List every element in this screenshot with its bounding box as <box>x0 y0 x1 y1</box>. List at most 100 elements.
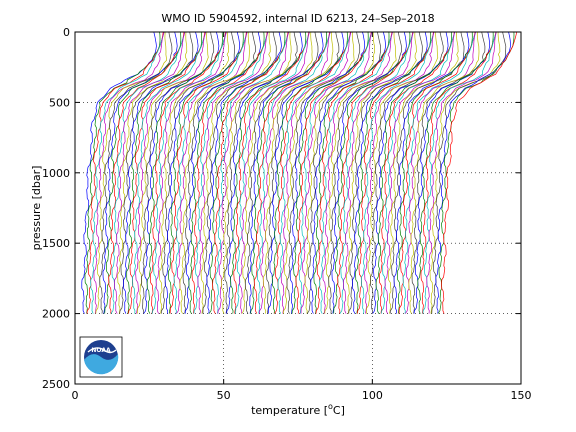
profile-line <box>93 31 165 314</box>
profile-line <box>274 31 351 314</box>
x-tick-label: 50 <box>217 389 231 402</box>
profile-line <box>271 31 348 314</box>
y-axis-title: pressure [dbar] <box>30 166 43 251</box>
profile-line <box>221 31 292 314</box>
profile-line <box>135 31 206 314</box>
profile-line <box>99 31 173 314</box>
profile-line <box>208 31 286 314</box>
profile-line <box>333 31 411 314</box>
profile-line <box>184 31 261 314</box>
profile-line <box>322 31 393 314</box>
profile-line <box>241 31 313 314</box>
x-tick-label: 0 <box>72 389 79 402</box>
profile-line <box>277 31 352 314</box>
profile-line <box>253 31 330 314</box>
profile-line <box>90 31 165 314</box>
profile-line <box>348 31 423 314</box>
profile-line <box>250 31 327 314</box>
profile-line <box>159 31 229 314</box>
profile-line <box>168 31 244 314</box>
profile-line <box>408 32 480 314</box>
profile-line <box>295 31 372 314</box>
profile-line <box>337 31 414 314</box>
profile-line <box>126 31 203 314</box>
profile-line <box>280 31 352 314</box>
chart-title: WMO ID 5904592, internal ID 6213, 24–Sep… <box>161 12 434 25</box>
x-tick-label: 100 <box>362 389 383 402</box>
profile-line <box>319 31 393 314</box>
profile-line <box>84 31 161 314</box>
profile-line <box>233 31 310 314</box>
profile-line <box>191 31 268 314</box>
profile-line <box>286 31 361 314</box>
profile-line <box>379 31 455 314</box>
profile-line <box>132 31 207 314</box>
y-tick-label: 1500 <box>42 237 70 250</box>
profile-line <box>200 31 271 314</box>
profiles <box>81 31 518 314</box>
profile-line <box>435 31 511 314</box>
profile-line <box>402 31 476 314</box>
y-tick-label: 2500 <box>42 378 70 391</box>
grid <box>75 32 521 384</box>
profile-line <box>114 31 186 314</box>
profile-line <box>310 31 386 314</box>
profile-line <box>262 31 334 314</box>
profile-line <box>230 31 307 314</box>
profile-line <box>173 31 248 314</box>
profile-line <box>123 31 199 314</box>
y-tick-label: 0 <box>63 26 70 39</box>
profile-line <box>169 31 247 314</box>
profile-line <box>179 31 250 314</box>
profile-line <box>143 31 220 314</box>
profile-line <box>152 31 227 314</box>
profile-line <box>375 31 452 314</box>
plot-background <box>75 32 521 384</box>
profile-line <box>331 31 407 314</box>
y-tick-label: 2000 <box>42 308 70 321</box>
profile-line <box>413 31 491 314</box>
profile-line <box>398 31 476 314</box>
profile-line <box>146 31 223 314</box>
profile-line <box>206 31 282 314</box>
profile-line <box>437 31 515 314</box>
profile-line <box>384 31 456 314</box>
profile-line <box>411 31 486 314</box>
profile-line <box>188 31 265 314</box>
svg-text:NOAA: NOAA <box>91 347 111 354</box>
profile-line <box>328 31 402 314</box>
profile-line <box>104 31 182 314</box>
profile-line <box>339 31 414 314</box>
profile-line <box>212 31 289 314</box>
x-axis-title: temperature [oC] <box>251 402 345 417</box>
profile-line <box>235 31 310 314</box>
profile-line <box>426 31 497 314</box>
profile-line <box>315 31 393 314</box>
profile-line <box>110 31 186 314</box>
profile-line <box>431 31 507 314</box>
plot-frame <box>74 31 522 385</box>
profile-line <box>370 31 444 314</box>
profile-line <box>441 31 518 314</box>
profile-line <box>164 31 241 314</box>
profile-line <box>313 31 390 314</box>
profile-line <box>355 31 432 314</box>
profile-line <box>257 31 331 314</box>
profile-line <box>343 31 414 314</box>
profile-line <box>381 31 456 314</box>
y-tick-label: 500 <box>49 96 70 109</box>
profile-line <box>387 32 459 314</box>
profile-line <box>393 31 470 314</box>
profile-line <box>352 31 428 314</box>
profile-line <box>372 31 449 314</box>
profile-line <box>364 31 435 314</box>
x-tick-label: 150 <box>511 389 532 402</box>
profile-line <box>248 31 324 314</box>
profile-line <box>215 31 290 314</box>
profile-line <box>420 31 497 314</box>
profile-line <box>155 31 227 314</box>
profile-line <box>417 31 494 314</box>
profile-line <box>202 31 277 314</box>
